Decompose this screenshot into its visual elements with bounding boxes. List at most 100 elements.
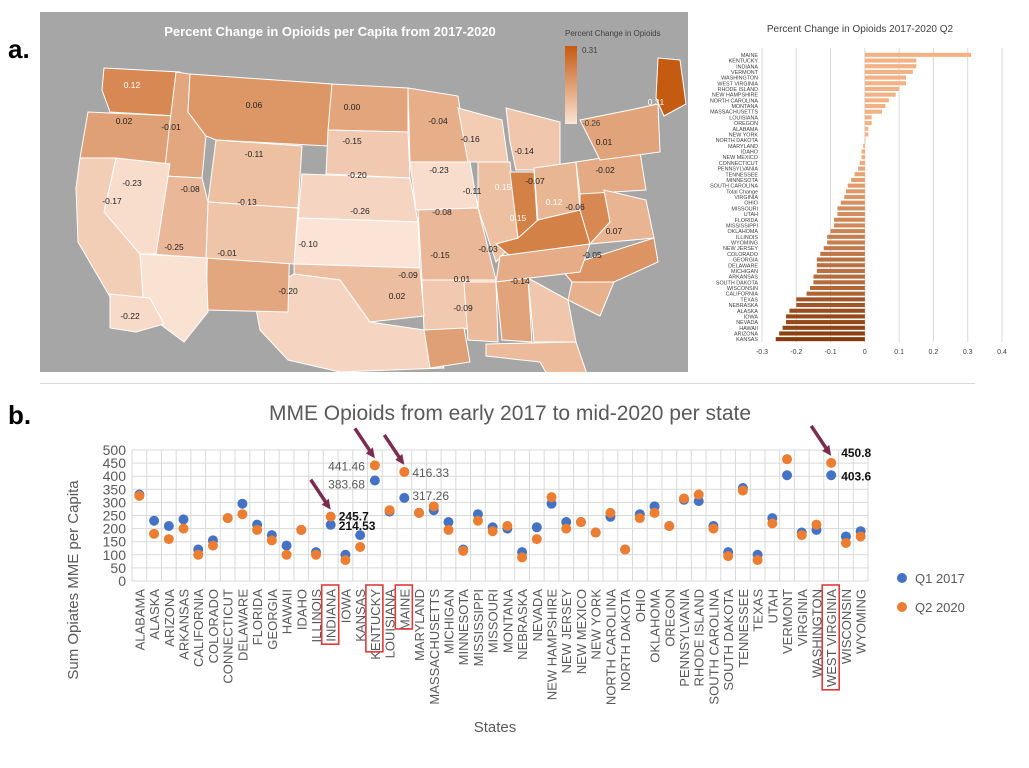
- hbar-category-south-dakota: SOUTH DAKOTA: [716, 280, 759, 286]
- point-q2-2020-maryland: [414, 507, 425, 518]
- hbar-bar-oregon: [864, 121, 872, 126]
- point-q2-2020-pennsylvania: [679, 493, 689, 504]
- point-q1-2017-hawaii: [281, 540, 292, 551]
- hbar-bar-rhode-island: [864, 86, 900, 92]
- hbar-bar-louisiana: [864, 115, 872, 120]
- scatter-x-axis-label: States: [474, 719, 517, 736]
- point-q2-2020-louisiana: [384, 505, 395, 516]
- map-label-south-carolina: -0.05: [582, 250, 602, 260]
- hbar-bar-washington: [864, 75, 906, 80]
- point-q1-2017-maine: [399, 492, 410, 503]
- legend-label-q1-2017: Q1 2017: [915, 571, 965, 586]
- hbar-category-michigan: MICHIGAN: [731, 269, 758, 275]
- scatter-x-category-mississippi: MISSISSIPPI: [471, 589, 486, 666]
- hbar-bar-michigan: [816, 268, 865, 273]
- map-label-illinois: -0.11: [463, 186, 482, 196]
- hbar-bar-alaska: [789, 308, 865, 313]
- hbar-category-minnesota: MINNESOTA: [726, 178, 758, 184]
- hbar-x-tick-2: -0.1: [825, 349, 837, 356]
- map-label-pennsylvania: -0.02: [595, 165, 615, 175]
- map-label-kansas: -0.26: [350, 206, 370, 216]
- map-label-south-dakota: -0.15: [342, 136, 362, 146]
- scatter-x-category-minnesota: MINNESOTA: [456, 589, 471, 666]
- hbar-bar-total-change: [846, 189, 865, 194]
- point-q1-2017-alaska: [149, 515, 160, 526]
- scatter-x-category-nevada: NEVADA: [530, 589, 545, 642]
- hbar-x-tick-3: 0: [863, 349, 867, 356]
- point-q2-2020-north-carolina: [605, 507, 616, 518]
- hbar-category-connecticut: CONNECTICUT: [719, 161, 759, 167]
- arrowhead-indiana: [321, 498, 331, 510]
- arrowhead-kentucky: [365, 447, 375, 459]
- legend-label-q2-2020: Q2 2020: [915, 600, 965, 615]
- point-q2-2020-georgia: [266, 535, 277, 546]
- map-value-labels: 0.12 0.02 -0.01 0.06 0.00 -0.04 -0.16 -0.14 0.01…: [102, 80, 664, 321]
- hbar-bar-missouri: [837, 206, 865, 211]
- hbar-category-alabama: ALABAMA: [733, 127, 759, 133]
- scatter-x-category-connecticut: CONNECTICUT: [221, 589, 236, 684]
- map-label-alabama: 0.01: [454, 274, 471, 284]
- point-q2-2020-minnesota: [458, 545, 469, 556]
- scatter-x-category-kentucky: KENTUCKY: [368, 589, 383, 660]
- hbar-category-virginia: VIRGINIA: [734, 195, 758, 201]
- hbar-bar-virginia: [844, 194, 865, 200]
- scatter-x-category-new-mexico: NEW MEXICO: [574, 589, 589, 674]
- annotation-indiana-q1-2017: 214.53: [339, 519, 376, 533]
- annotation-indiana-q2-2020: 245.7: [339, 510, 369, 524]
- map-label-ohio: -0.07: [525, 176, 545, 186]
- hbar-bar-new-mexico: [861, 155, 865, 160]
- point-q2-2020-kansas: [355, 541, 366, 552]
- scatter-x-category-west-virginia: WEST VIRGINIA: [824, 589, 839, 687]
- map-label-louisiana: 0.02: [389, 291, 406, 301]
- scatter-x-category-ohio: OHIO: [633, 589, 648, 622]
- scatter-x-category-alabama: ALABAMA: [132, 589, 147, 651]
- hbar-bar-arizona: [779, 331, 865, 336]
- hbar-bar-hawaii: [782, 325, 865, 330]
- point-q1-2017-delaware: [237, 498, 248, 509]
- point-q1-2017-indiana: [325, 519, 336, 530]
- state-shape-alabama: [495, 277, 533, 343]
- map-legend-min: -0.26: [582, 119, 601, 128]
- hbar-bar-ohio: [840, 200, 865, 205]
- hbar-bars: [775, 52, 972, 342]
- scatter-x-category-utah: UTAH: [765, 589, 780, 623]
- hbar-bar-new-jersey: [823, 246, 865, 251]
- scatter-x-category-hawaii: HAWAII: [280, 589, 295, 634]
- arrowhead-west-virginia: [822, 444, 832, 456]
- state-shape-north-carolina: [559, 237, 659, 283]
- choropleth-map: Percent Change in Opioids per Capita fro…: [40, 12, 688, 433]
- hbar-bar-alabama: [864, 126, 869, 131]
- point-q2-2020-washington: [811, 519, 822, 530]
- hbar-category-new-hampshire: NEW HAMPSHIRE: [712, 93, 759, 99]
- hbar-bar-illinois: [827, 234, 865, 239]
- scatter-y-tick-250: 250: [103, 508, 127, 524]
- hbar-category-labels: MAINEKENTUCKYINDIANAVERMONTWASHINGTONWES…: [710, 53, 759, 343]
- map-label-alaska: -0.22: [120, 311, 140, 321]
- point-q1-2017-kansas: [355, 530, 366, 541]
- scatter-y-tick-200: 200: [103, 521, 127, 537]
- map-label-missouri: -0.08: [432, 207, 452, 217]
- map-label-west-virginia: 0.12: [546, 197, 563, 207]
- scatter-x-category-washington: WASHINGTON: [809, 589, 824, 678]
- hbar-bar-oklahoma: [830, 229, 865, 234]
- hbar-x-tick-0: -0.3: [756, 349, 768, 356]
- map-label-michigan: -0.14: [514, 146, 534, 156]
- scatter-x-category-north-dakota: NORTH DAKOTA: [618, 589, 633, 691]
- hbar-category-new-york: NEW YORK: [729, 132, 759, 138]
- state-shape-virginia: [588, 189, 655, 245]
- point-q2-2020-new-jersey: [561, 523, 572, 534]
- point-q2-2020-kentucky: [369, 460, 380, 471]
- state-shape-new-york: [579, 103, 661, 161]
- hbar-category-pennsylvania: PENNSYLVANIA: [717, 167, 758, 173]
- scatter-x-category-arkansas: ARKANSAS: [177, 589, 192, 660]
- state-shape-montana: [187, 73, 333, 147]
- point-q2-2020-new-mexico: [575, 517, 586, 528]
- choropleth-map-panel: Percent Change in Opioids per Capita fro…: [40, 12, 688, 433]
- scatter-x-category-maryland: MARYLAND: [412, 589, 427, 661]
- hbar-bar-maryland: [863, 143, 865, 148]
- point-q2-2020-nevada: [531, 534, 542, 545]
- hbar-category-colorado: COLORADO: [727, 252, 758, 258]
- point-q2-2020-tennessee: [737, 485, 748, 496]
- highlight-box-indiana: [320, 584, 340, 646]
